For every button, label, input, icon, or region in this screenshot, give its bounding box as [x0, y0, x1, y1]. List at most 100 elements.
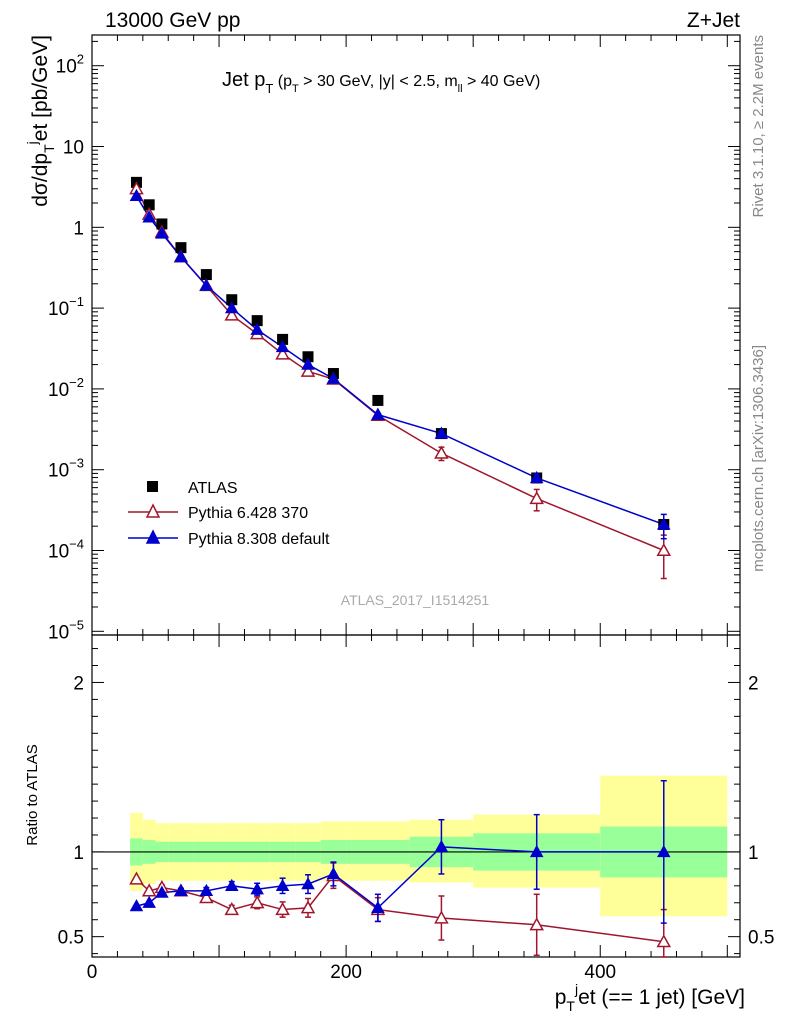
ratio-y-tick-label: 0.5: [58, 928, 84, 949]
ratio-y-tick-label-right: 1: [748, 843, 759, 864]
main-atlas-point: [226, 294, 238, 306]
ratio-pythia8-point: [174, 883, 188, 897]
main-pythia8-point: [250, 322, 264, 335]
ratio-pythia6-point: [224, 902, 240, 916]
main-atlas-point: [175, 242, 187, 254]
main-title-sub: T: [265, 81, 273, 96]
main-pythia6-point: [529, 490, 544, 505]
ratio-panel: 0.5 0.5 1 1 2 2 0 200 400 Ratio to ATLAS pTjet (…: [24, 634, 774, 1014]
main-y-tick-label-exp: −3: [69, 456, 84, 471]
ratio-pythia6-point: [129, 871, 144, 885]
ratio-pythia6-point: [275, 902, 290, 916]
main-y-tick-label-base: 10: [48, 461, 69, 482]
main-pythia8-point: [529, 470, 544, 484]
legend-pythia8-label: Pythia 8.308 default: [188, 531, 330, 548]
main-y-tick-label-exp: −1: [69, 294, 84, 309]
main-pythia8-point: [301, 357, 315, 370]
main-pythia8-point: [224, 301, 239, 314]
main-y-tick-label: 10−4: [48, 537, 84, 563]
ratio-xlabel-b: et (== 1 jet) [GeV]: [578, 986, 745, 1009]
main-y-tick-label: 102: [56, 52, 84, 78]
ratio-pythia8-point: [129, 899, 144, 912]
ratio-xlabel: pTjet (== 1 jet) [GeV]: [555, 981, 745, 1014]
ratio-x-tick-label: 200: [330, 962, 362, 983]
watermark: ATLAS_2017_I1514251: [341, 592, 490, 608]
main-atlas-point: [143, 199, 155, 211]
ratio-bands: [130, 775, 728, 917]
ratio-pythia8-point: [250, 882, 264, 895]
ratio-y-tick-label-right: 0.5: [748, 928, 774, 949]
main-y-tick-label-base: 10: [48, 542, 69, 563]
main-atlas-point: [302, 351, 314, 363]
main-y-tick-label-base: 10: [56, 57, 77, 78]
main-pythia6-point: [434, 445, 449, 459]
ratio-pythia8-point: [326, 866, 341, 880]
ratio-pythia8-point: [656, 844, 671, 858]
ratio-pythia8-point: [371, 900, 385, 914]
ratio-pythia8-point: [142, 895, 156, 908]
ratio-pythia8-point: [199, 883, 214, 897]
ratio-xlabel-sub: T: [566, 998, 575, 1014]
ratio-pythia8-point: [275, 878, 290, 891]
main-pythia6-point: [224, 307, 240, 321]
ratio-y-tick-label-right: 2: [748, 673, 759, 694]
main-pythia8-point: [174, 249, 188, 263]
ratio-pythia8-point: [301, 877, 315, 890]
main-ylabel-sub: T: [41, 144, 57, 153]
main-series: [129, 176, 672, 580]
ratio-series: [129, 779, 672, 958]
main-y-tick-label: 10−2: [48, 375, 84, 401]
main-pythia8-point: [656, 517, 671, 530]
ratio-xlabel-sup: j: [574, 981, 578, 997]
main-atlas-point: [200, 269, 212, 281]
main-pythia8-point: [129, 188, 144, 202]
main-ylabel-sup: j: [24, 141, 40, 145]
main-title-cuts-sub2: ll: [458, 83, 463, 95]
main-pythia6-point: [275, 346, 290, 360]
main-title-cuts-sub: T: [292, 83, 299, 95]
ratio-pythia8-point: [434, 839, 449, 852]
main-y-tick-label-base: 10: [48, 622, 69, 643]
main-y-tick-label-base: 10: [63, 138, 84, 159]
ratio-xlabel-a: p: [555, 986, 567, 1009]
legend-pythia8-marker: [145, 529, 161, 544]
main-y-tick-label-exp: 2: [77, 52, 84, 67]
main-atlas-point: [251, 315, 263, 327]
ratio-pythia6-point: [656, 934, 672, 948]
main-pythia8-point: [142, 210, 156, 223]
main-pythia8-point: [434, 426, 449, 439]
legend-atlas-marker: [147, 481, 158, 492]
main-ylabel: dσ/dpTjet [pb/GeV]: [24, 35, 57, 207]
header-right: Z+Jet: [687, 9, 740, 32]
ratio-pythia8-point: [529, 844, 544, 858]
ratio-y-tick-label: 1: [73, 843, 84, 864]
legend-pythia8: Pythia 8.308 default: [128, 529, 330, 548]
mcplots-label: mcplots.cern.ch [arXiv:1306.3436]: [750, 345, 767, 572]
main-pythia6-point: [300, 363, 316, 377]
main-y-tick-label-base: 10: [48, 299, 69, 320]
legend-atlas-label: ATLAS: [188, 480, 238, 497]
main-y-tick-label: 10−3: [48, 456, 84, 482]
main-y-tick-label: 10−5: [48, 617, 84, 643]
ratio-x-tick-label: 0: [87, 962, 98, 983]
main-atlas-point: [372, 394, 384, 406]
legend-atlas: ATLAS: [147, 480, 238, 497]
main-pythia8-point: [371, 407, 385, 420]
main-y-tick-label: 1: [73, 218, 84, 239]
legend: ATLAS Pythia 6.428 370 Pythia 8.308 defa…: [128, 480, 330, 548]
ratio-pythia6-point: [434, 910, 449, 924]
main-title: Jet pT (pT > 30 GeV, |y| < 2.5, mll > 40…: [222, 69, 540, 96]
legend-pythia6: Pythia 6.428 370: [128, 503, 308, 522]
main-series-line-2: [135, 195, 665, 526]
ratio-pythia6-point: [199, 890, 214, 904]
ratio-pythia8-point: [224, 878, 239, 891]
main-pythia6-point: [656, 542, 672, 557]
main-atlas-point: [156, 218, 168, 230]
main-y-tick-label-exp: −2: [69, 375, 84, 390]
main-ylabel-a: dσ/dp: [29, 153, 52, 207]
main-y-tick-label-base: 10: [48, 380, 69, 401]
ratio-pythia6-point: [249, 895, 265, 909]
ratio-pythia8-point: [155, 885, 169, 898]
